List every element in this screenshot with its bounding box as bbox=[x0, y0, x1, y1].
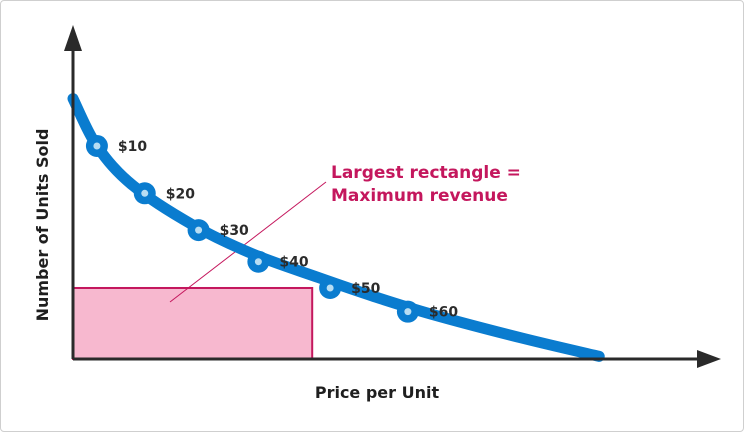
price-point-label: $20 bbox=[166, 186, 195, 202]
revenue-rectangle bbox=[72, 286, 314, 360]
price-point-center bbox=[141, 189, 149, 197]
annotation-line-1: Largest rectangle = bbox=[331, 163, 521, 183]
price-point-center bbox=[195, 226, 203, 234]
price-point-label: $30 bbox=[220, 223, 249, 239]
annotation-line-2: Maximum revenue bbox=[331, 186, 508, 206]
y-axis-arrow-icon bbox=[64, 25, 82, 51]
price-point-label: $40 bbox=[279, 255, 308, 271]
price-point-center bbox=[254, 258, 262, 266]
price-point-label: $60 bbox=[429, 305, 458, 321]
price-point-center bbox=[404, 308, 412, 316]
price-point-center bbox=[93, 142, 101, 150]
demand-curve bbox=[67, 93, 605, 362]
annotation-pointer-line bbox=[169, 181, 327, 303]
x-axis-arrow-icon bbox=[697, 350, 721, 368]
annotation-text: Largest rectangle = Maximum revenue bbox=[331, 163, 527, 206]
price-point-center bbox=[326, 284, 334, 292]
y-axis-label: Number of Units Sold bbox=[33, 129, 52, 322]
x-axis-label: Price per Unit bbox=[315, 383, 440, 402]
price-points: $10 $20 $30 $40 $50 $60 bbox=[85, 134, 458, 323]
price-point-label: $50 bbox=[351, 281, 380, 297]
price-point-label: $10 bbox=[118, 139, 147, 155]
